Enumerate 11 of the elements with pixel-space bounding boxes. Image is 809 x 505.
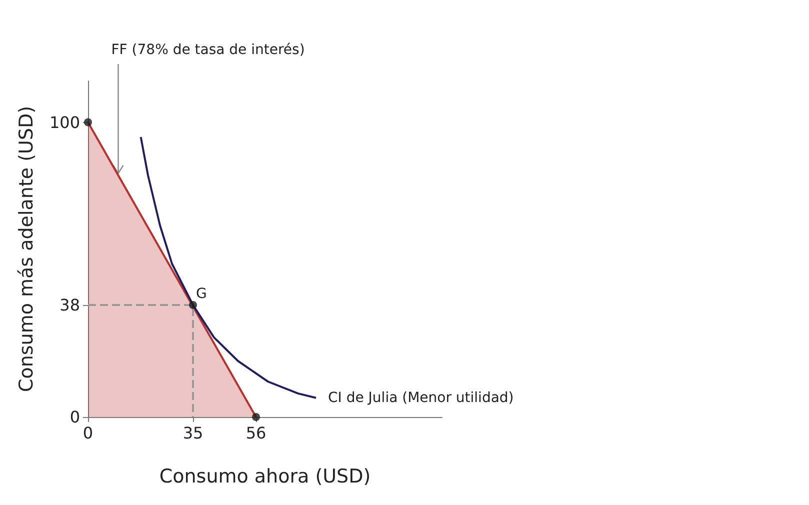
- series-label: CI de Julia (Menor utilidad): [328, 390, 514, 406]
- x-tick-label: 35: [182, 424, 204, 442]
- text: FF (78% de tasa de interés): [111, 42, 305, 58]
- y-tick-label: 38: [60, 296, 80, 314]
- x-axis-title: Consumo ahora (USD): [159, 466, 371, 488]
- x-tick-label: 56: [246, 424, 266, 442]
- y-tick-label: 100: [49, 112, 80, 132]
- y-tick-label: 0: [70, 408, 80, 426]
- y-axis-title: Consumo más adelante (USD): [16, 106, 38, 392]
- annotation: G: [196, 286, 207, 302]
- x-tick-label: 0: [82, 424, 94, 442]
